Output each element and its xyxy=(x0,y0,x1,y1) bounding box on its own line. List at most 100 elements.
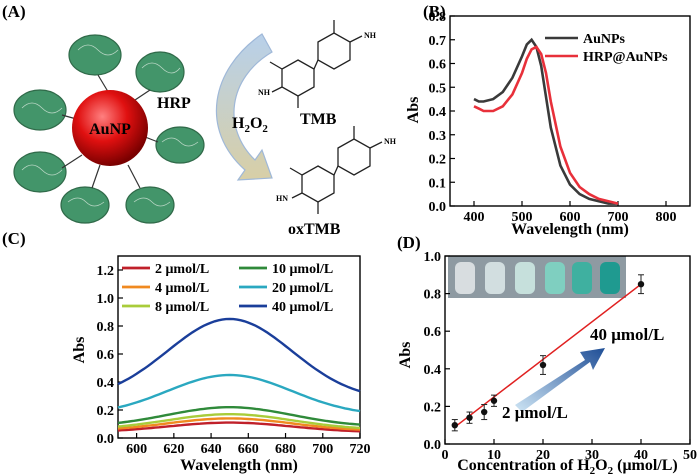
panel-d: (D) 0 10 20 30 40 50 0.0 0.2 0.4 0.6 0.8 1.0 Concent… xyxy=(397,233,697,476)
plot-frame xyxy=(444,255,691,445)
panel-b-letter: (B) xyxy=(423,2,446,21)
series-line-40-umol xyxy=(117,317,361,393)
y-tick-label: 0.1 xyxy=(429,176,447,191)
legend-label: 2 μmol/L xyxy=(155,262,209,277)
y-tick-label: 1.0 xyxy=(97,292,115,307)
hrp-enzyme xyxy=(155,126,205,164)
aunp-label: AuNP xyxy=(89,121,131,138)
data-point xyxy=(490,397,498,404)
vial-photo xyxy=(448,256,626,298)
x-tick-label: 680 xyxy=(275,442,296,457)
legend-label: AuNPs xyxy=(583,32,626,47)
hrp-enzyme xyxy=(60,186,110,224)
vial xyxy=(600,262,620,294)
x-axis-title: Wavelength (nm) xyxy=(180,457,298,474)
chart-d: 0 10 20 30 40 50 0.0 0.2 0.4 0.6 0.8 1.0 Concentrati… xyxy=(397,250,697,476)
x-tick-label: 700 xyxy=(312,442,333,457)
x-tick-label: 30 xyxy=(585,448,599,463)
x-tick-label: 620 xyxy=(163,442,184,457)
panel-c: (C) 600 620 640 660 680 700 720 0.0 0.2 0.4 0.6 0.8… xyxy=(2,229,371,474)
series-line-hrp-aunps xyxy=(473,45,619,205)
x-axis-title-part: 2 xyxy=(590,465,596,476)
y-tick-label: 0.0 xyxy=(424,438,442,453)
legend-label: 40 μmol/L xyxy=(272,300,333,315)
hrp-enzyme xyxy=(13,89,67,131)
y-tick-label: 0.2 xyxy=(429,153,447,168)
y-tick-label: 0.7 xyxy=(429,34,447,49)
x-axis-title: Wavelength (nm) xyxy=(511,221,629,238)
oxtmb-structure xyxy=(289,126,383,214)
y-tick-label: 0.4 xyxy=(424,363,442,378)
y-tick-label: 0.0 xyxy=(97,432,115,447)
y-tick-label: 0.6 xyxy=(97,348,115,363)
h2o2-label: H2O2 xyxy=(232,115,268,135)
tmb-structure xyxy=(269,20,363,108)
x-tick-label: 500 xyxy=(512,210,533,225)
vials xyxy=(455,262,620,294)
y-tick-label: 1.2 xyxy=(97,264,115,279)
legend-label: 8 μmol/L xyxy=(155,300,209,315)
y-tick-label: 0.4 xyxy=(429,105,447,120)
vial xyxy=(455,262,475,294)
oxtmb-imine-bottom: HN xyxy=(276,194,288,203)
data-point xyxy=(466,414,473,421)
x-axis-title-part: (μmol/L) xyxy=(613,457,678,474)
data-point xyxy=(539,361,547,369)
y-axis-title: Abs xyxy=(71,337,88,364)
x-tick-label: 700 xyxy=(608,210,629,225)
series-line-10-umol xyxy=(117,406,361,426)
concentration-arrow xyxy=(515,348,605,412)
y-tick-label: 1.0 xyxy=(424,250,442,265)
data-point xyxy=(451,422,458,429)
y-tick-label: 0.6 xyxy=(429,58,447,73)
x-tick-label: 10 xyxy=(487,448,501,463)
x-tick-label: 50 xyxy=(683,448,697,463)
legend-label: 4 μmol/L xyxy=(155,281,209,296)
vial xyxy=(545,262,565,294)
y-tick-label: 0.2 xyxy=(97,404,115,419)
x-tick-label: 40 xyxy=(634,448,648,463)
x-axis-title-part: 2 xyxy=(608,465,614,476)
chart-c: 600 620 640 660 680 700 720 0.0 0.2 0.4 0.6 0.8 1.0 1… xyxy=(71,255,371,474)
y-tick-label: 0.2 xyxy=(424,400,442,415)
vial xyxy=(515,262,535,294)
series-line-8-umol xyxy=(117,413,361,430)
series-line-aunps xyxy=(473,37,618,205)
x-tick-label: 640 xyxy=(201,442,222,457)
hrp-enzyme xyxy=(13,151,67,193)
arrow-high-label: 40 μmol/L xyxy=(590,325,664,344)
arrow-low-label: 2 μmol/L xyxy=(502,403,568,422)
photo-background xyxy=(448,256,626,298)
x-tick-label: 600 xyxy=(560,210,581,225)
panel-a-letter: (A) xyxy=(2,2,26,21)
x-tick-label: 660 xyxy=(238,442,259,457)
x-axis-title-part: O xyxy=(595,457,607,474)
legend-label: HRP@AuNPs xyxy=(583,50,668,65)
y-tick-label: 0.8 xyxy=(97,320,115,335)
panel-d-letter: (D) xyxy=(397,233,421,252)
y-tick-label: 0.4 xyxy=(97,376,115,391)
series-line-20-umol xyxy=(117,373,361,413)
chart-b: 400 500 600 700 800 0.0 0.1 0.2 0.3 0.4 0.5 0.6 0.7 0… xyxy=(405,10,691,238)
series-line-2-umol xyxy=(117,421,361,433)
x-axis-title-part: Concentration of H xyxy=(457,457,590,474)
vial xyxy=(572,262,592,294)
legend-label: 20 μmol/L xyxy=(272,281,333,296)
x-tick-label: 600 xyxy=(126,442,147,457)
data-point xyxy=(481,408,488,416)
x-tick-label: 20 xyxy=(536,448,550,463)
series-line-4-umol xyxy=(117,417,361,431)
y-axis-title: Abs xyxy=(405,97,422,124)
x-axis-title: Concentration of H2O2 (μmol/L) xyxy=(457,457,678,476)
x-tick-label: 0 xyxy=(442,448,449,463)
vial xyxy=(485,262,505,294)
data-point xyxy=(637,281,645,288)
hrp-label: HRP xyxy=(157,95,191,112)
y-tick-label: 0.0 xyxy=(429,200,447,215)
reaction-arrow xyxy=(215,33,273,181)
linear-fit-line xyxy=(454,283,642,428)
tmb-amine-bottom: NH xyxy=(258,88,271,97)
x-tick-label: 400 xyxy=(464,210,485,225)
y-tick-label: 0.8 xyxy=(424,288,442,303)
